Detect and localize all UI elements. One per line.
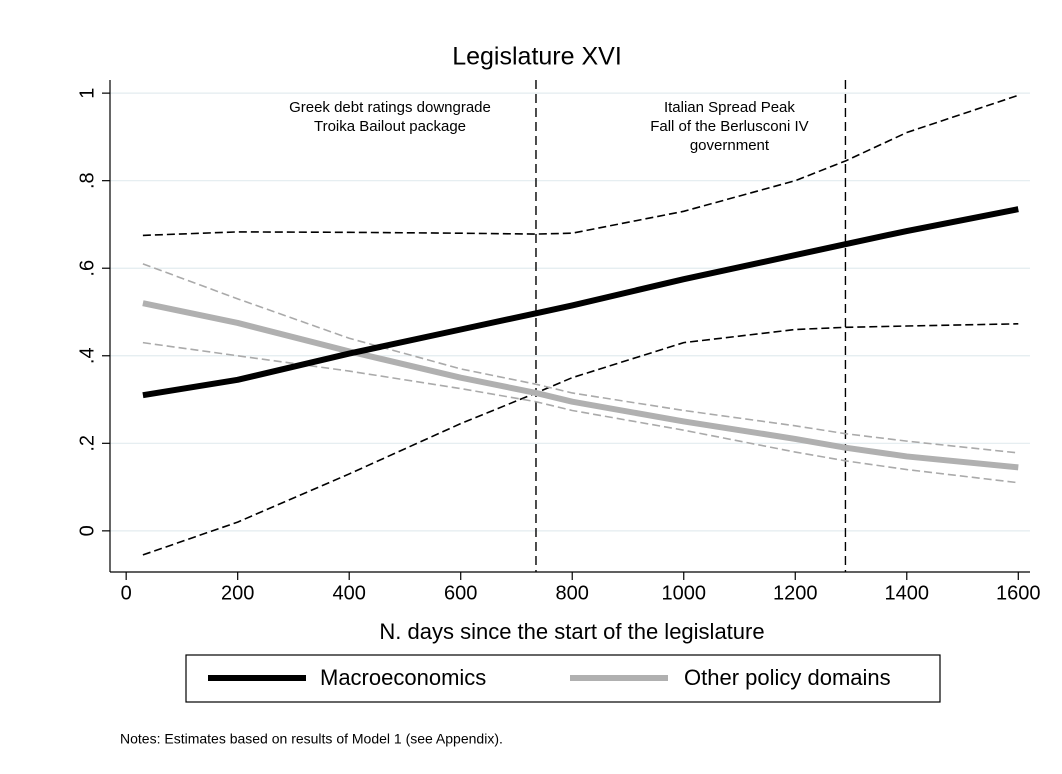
- legend-label: Macroeconomics: [320, 665, 486, 690]
- series-line: [142, 206, 1019, 399]
- confidence-line: [142, 263, 1019, 454]
- confidence-line: [142, 323, 1019, 556]
- annotation: government: [690, 137, 770, 154]
- x-tick-label: 0: [121, 582, 132, 604]
- annotation: Fall of the Berlusconi IV: [650, 118, 808, 135]
- y-tick-label: .6: [76, 260, 98, 277]
- y-tick-label: 1: [76, 88, 98, 99]
- y-tick-label: .8: [76, 172, 98, 189]
- x-tick-label: 1400: [885, 582, 930, 604]
- annotation: Greek debt ratings downgrade: [289, 99, 491, 116]
- y-tick-label: .2: [76, 435, 98, 452]
- confidence-line: [142, 94, 1019, 237]
- series-line: [142, 300, 1019, 471]
- x-axis-label: N. days since the start of the legislatu…: [379, 619, 764, 644]
- x-tick-label: 1200: [773, 582, 818, 604]
- y-tick-label: 0: [76, 525, 98, 536]
- annotation: Troika Bailout package: [314, 118, 466, 135]
- x-tick-label: 1600: [996, 582, 1041, 604]
- x-tick-label: 600: [444, 582, 477, 604]
- note: Notes: Estimates based on results of Mod…: [120, 731, 503, 747]
- confidence-line: [142, 341, 1019, 484]
- x-tick-label: 800: [556, 582, 589, 604]
- x-tick-label: 200: [221, 582, 254, 604]
- legend-label: Other policy domains: [684, 665, 891, 690]
- y-tick-label: .4: [76, 347, 98, 364]
- x-tick-label: 1000: [661, 582, 706, 604]
- x-tick-label: 400: [333, 582, 366, 604]
- annotation: Italian Spread Peak: [664, 99, 795, 116]
- chart-title: Legislature XVI: [452, 43, 622, 71]
- legend-box: [185, 654, 941, 703]
